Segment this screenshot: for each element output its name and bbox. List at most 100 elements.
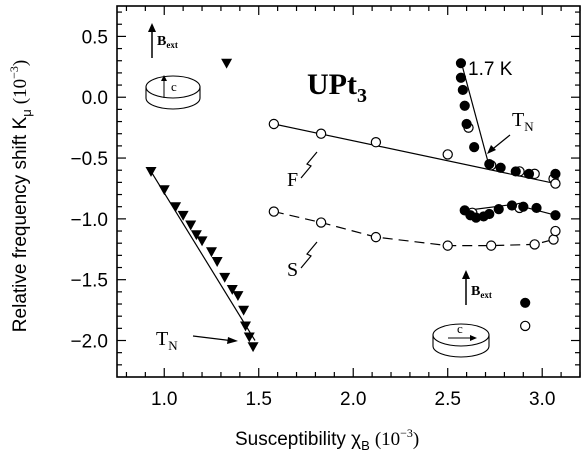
x-tick-label: 2.0	[340, 389, 366, 410]
data-point-triangle	[145, 167, 157, 177]
data-point-filled	[495, 162, 506, 173]
fit-line	[150, 171, 256, 341]
disk-top-lower	[432, 323, 490, 347]
branch-s-label: S	[287, 259, 298, 281]
y-tick-label: 0.5	[82, 27, 108, 48]
x-axis-label: Susceptibility χB (10−3)	[235, 426, 419, 452]
data-point-triangle	[238, 305, 250, 316]
y-axis-label-unit-end: )	[10, 60, 31, 66]
data-point-open	[268, 118, 280, 130]
data-point-triangle	[190, 230, 202, 241]
data-point-open	[268, 206, 280, 217]
field-label-upper-sub: ext	[166, 40, 178, 50]
field-arrowhead-upper-icon	[148, 23, 156, 32]
fit-line-dashed	[273, 211, 556, 247]
chart-title: UPt3	[307, 68, 367, 107]
x-axis-label-unit-end: )	[413, 429, 419, 450]
tn-upper-main: T	[512, 109, 524, 131]
data-point-open	[550, 225, 561, 237]
data-point-triangle	[219, 272, 231, 283]
data-point-filled	[520, 297, 531, 308]
data-point-triangle	[170, 202, 182, 213]
tn-lower-main: T	[156, 328, 168, 350]
tick-marks	[117, 6, 581, 377]
c-axis-arrowhead-upper-icon	[161, 75, 167, 81]
data-point-filled	[506, 200, 518, 211]
c-axis-label-upper: c	[171, 79, 177, 94]
y-tick-label: −1.0	[70, 210, 108, 231]
chart-title-sub: 3	[357, 85, 367, 107]
sample-sketch-upper: Bext c	[145, 23, 201, 110]
x-tick-labels: 1.0 1.5 2.0 2.5 3.0	[151, 389, 555, 410]
c-axis-arrowhead-lower-icon	[470, 335, 477, 341]
tn-upper-arrowhead	[487, 145, 496, 154]
field-label-lower-sub: ext	[480, 290, 492, 300]
y-tick-label: −1.5	[70, 271, 108, 292]
data-point-filled	[523, 168, 535, 179]
data-point-filled	[493, 204, 504, 215]
fit-line	[462, 67, 490, 167]
data-point-filled	[510, 166, 521, 177]
field-label-lower: Bext	[471, 284, 492, 300]
data-point-triangle	[247, 342, 259, 353]
data-point-open	[315, 217, 327, 228]
plot-frame	[116, 5, 581, 378]
data-point-triangle	[205, 247, 217, 258]
tn-upper-label: TN	[512, 109, 534, 134]
field-label-lower-main: B	[471, 284, 480, 299]
branch-f-label: F	[287, 169, 298, 191]
data-point-filled	[461, 118, 472, 130]
y-axis-label-sub: μ	[19, 109, 34, 117]
data-point-triangle	[211, 257, 223, 267]
x-axis-label-unit-sup: −3	[400, 426, 413, 440]
temperature-label: 1.7 K	[468, 59, 513, 80]
data-point-triangle	[240, 321, 252, 332]
x-axis-label-main: Susceptibility χ	[235, 429, 361, 450]
data-point-triangle	[158, 185, 170, 196]
disk-side-lower	[432, 335, 490, 358]
x-tick-label: 3.0	[529, 389, 555, 410]
data-point-filled	[455, 58, 467, 69]
x-tick-label: 1.5	[246, 389, 272, 410]
y-axis-label: Relative frequency shift Kμ (10−3)	[7, 60, 34, 332]
data-point-open	[529, 239, 540, 250]
x-axis-label-unit: (10	[375, 429, 400, 450]
data-point-triangle	[196, 236, 208, 247]
data-markers	[145, 58, 561, 353]
data-point-filled	[484, 159, 495, 170]
branch-s-pointer	[300, 241, 318, 269]
field-arrowhead-lower-icon	[462, 270, 470, 279]
data-point-open	[370, 231, 382, 243]
data-point-filled	[484, 208, 495, 220]
data-point-triangle	[243, 332, 255, 343]
disk-top-upper	[145, 75, 201, 99]
x-tick-label: 2.5	[435, 389, 461, 410]
data-point-open	[370, 137, 382, 148]
y-tick-labels: 0.5 0.0 −0.5 −1.0 −1.5 −2.0	[70, 27, 108, 352]
y-axis-label-unit: (10	[10, 79, 31, 104]
data-point-filled	[531, 202, 542, 214]
data-point-open	[485, 240, 497, 251]
data-point-open	[548, 234, 559, 245]
data-point-filled	[455, 72, 467, 83]
chart-title-main: UPt	[307, 68, 357, 101]
data-point-filled	[518, 201, 529, 212]
data-point-triangle	[226, 285, 238, 295]
data-point-triangle	[177, 210, 189, 221]
y-axis-label-main: Relative frequency shift K	[10, 116, 31, 332]
data-point-open	[442, 240, 453, 251]
data-point-open	[550, 178, 561, 189]
data-point-filled	[550, 210, 561, 221]
tn-upper-sub: N	[524, 119, 534, 134]
y-tick-label: 0.0	[82, 88, 108, 109]
data-point-filled	[459, 100, 470, 111]
branch-f-pointer	[300, 151, 318, 179]
x-tick-label: 1.0	[151, 389, 177, 410]
data-point-filled	[457, 84, 468, 96]
field-label-upper: Bext	[157, 34, 178, 50]
data-point-open	[519, 320, 531, 332]
disk-side-upper	[145, 87, 201, 110]
data-point-triangle	[185, 220, 197, 231]
sample-sketch-lower: Bext c	[432, 270, 492, 358]
y-tick-label: −0.5	[70, 149, 108, 170]
